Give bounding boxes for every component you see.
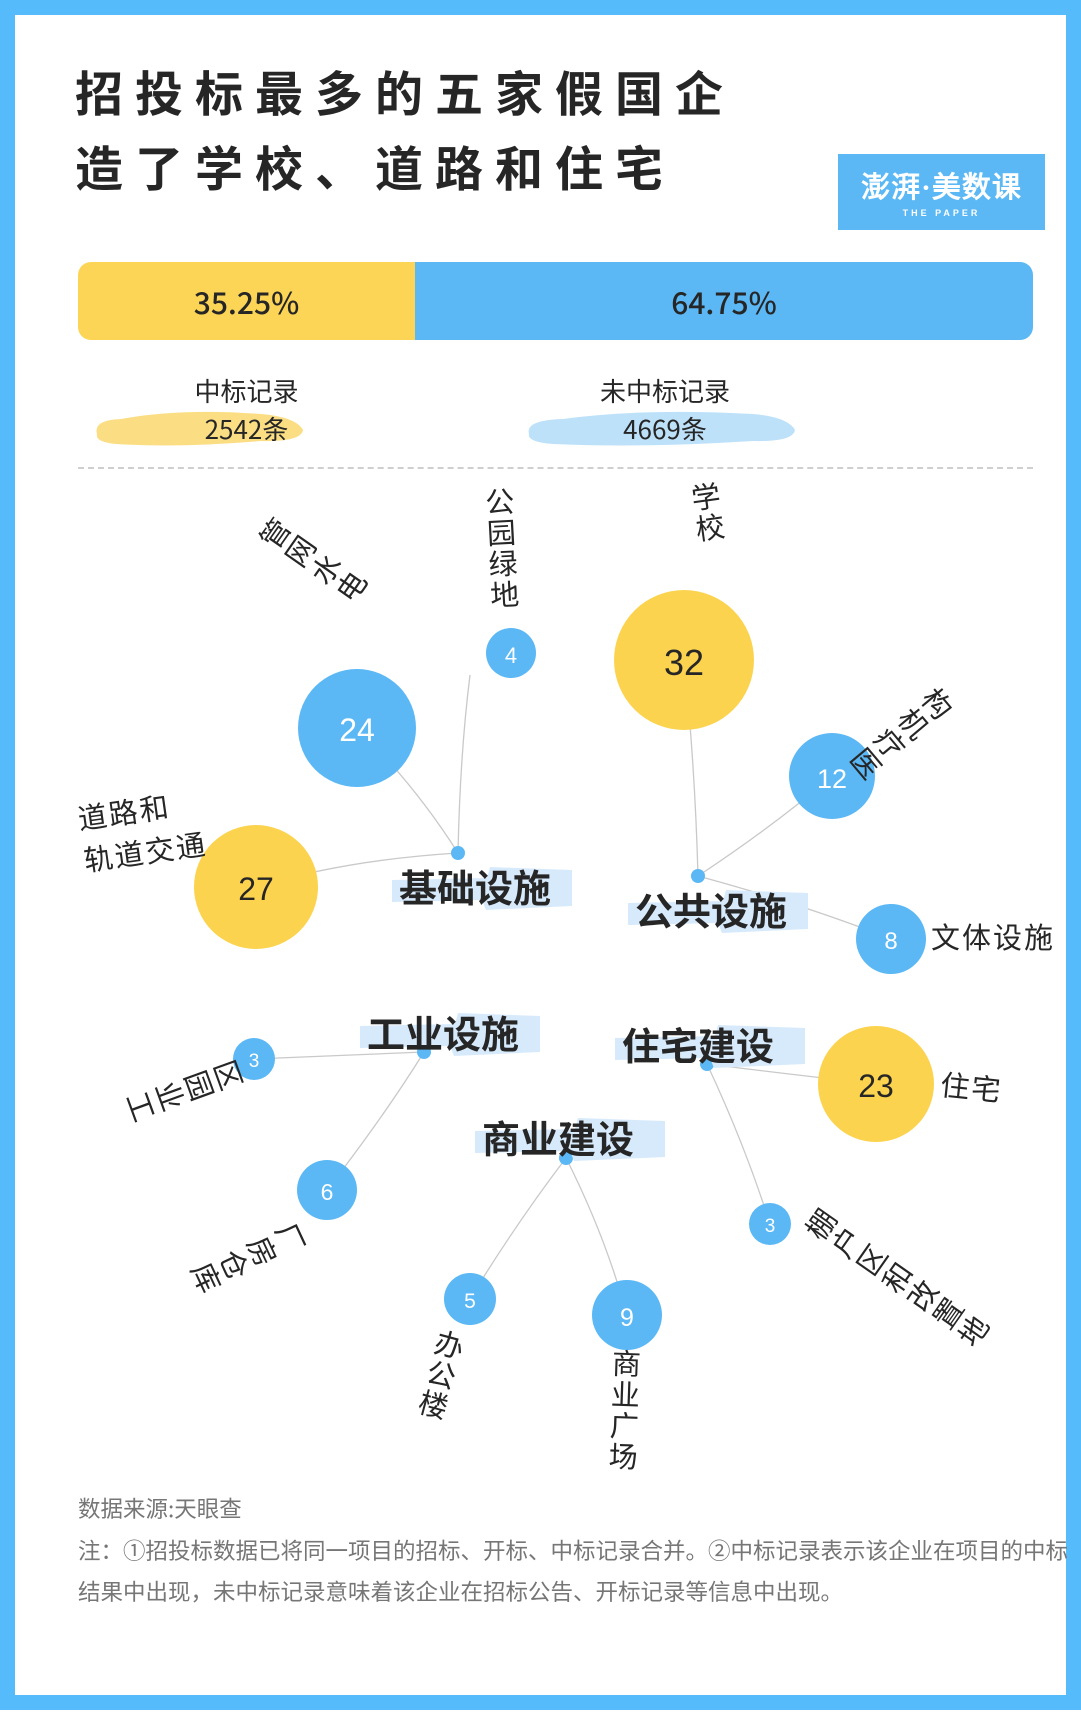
- svg-text:12: 12: [817, 764, 847, 794]
- svg-text:5: 5: [464, 1290, 476, 1313]
- svg-text:4: 4: [505, 643, 517, 668]
- svg-text:3: 3: [249, 1051, 260, 1072]
- svg-text:32: 32: [664, 642, 704, 683]
- svg-text:6: 6: [321, 1179, 334, 1205]
- svg-text:27: 27: [238, 871, 274, 907]
- svg-text:8: 8: [884, 928, 897, 955]
- svg-text:23: 23: [858, 1068, 894, 1104]
- svg-text:24: 24: [339, 712, 375, 748]
- svg-text:3: 3: [765, 1216, 776, 1237]
- svg-text:9: 9: [620, 1304, 634, 1332]
